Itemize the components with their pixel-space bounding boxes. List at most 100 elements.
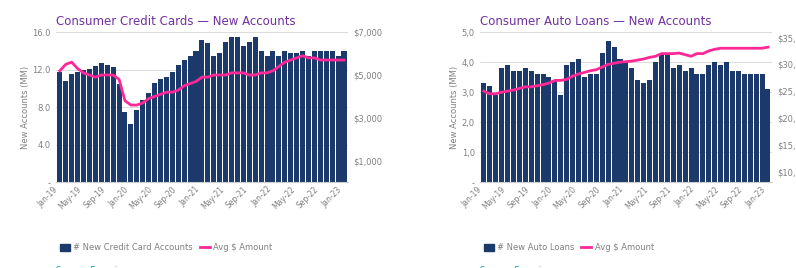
Bar bbox=[487, 86, 492, 182]
Bar bbox=[677, 65, 681, 182]
Bar bbox=[546, 77, 552, 182]
Bar bbox=[235, 37, 240, 182]
Bar bbox=[146, 93, 151, 182]
Bar bbox=[665, 53, 670, 182]
Text: Consumer Credit Cards — New Accounts: Consumer Credit Cards — New Accounts bbox=[56, 15, 295, 28]
Bar bbox=[558, 95, 564, 182]
Bar bbox=[181, 60, 187, 182]
Bar bbox=[271, 51, 275, 182]
Bar bbox=[135, 110, 139, 182]
Bar bbox=[259, 51, 263, 182]
Y-axis label: New Accounts (MM): New Accounts (MM) bbox=[450, 66, 458, 149]
Bar bbox=[494, 95, 498, 182]
Bar bbox=[736, 71, 741, 182]
Bar bbox=[75, 72, 80, 182]
Bar bbox=[87, 69, 92, 182]
Bar bbox=[200, 40, 205, 182]
Bar bbox=[529, 71, 534, 182]
Bar bbox=[176, 65, 181, 182]
Bar bbox=[517, 71, 522, 182]
Bar bbox=[111, 67, 115, 182]
Bar bbox=[81, 70, 86, 182]
Legend: # New Credit Card Accounts, Avg $ Amount: # New Credit Card Accounts, Avg $ Amount bbox=[60, 243, 272, 252]
Bar bbox=[223, 42, 228, 182]
Bar bbox=[152, 83, 157, 182]
Bar bbox=[599, 53, 605, 182]
Bar bbox=[671, 68, 676, 182]
Bar bbox=[730, 71, 735, 182]
Text: Source: Experian: Source: Experian bbox=[56, 266, 127, 268]
Bar bbox=[288, 53, 293, 182]
Bar bbox=[694, 74, 700, 182]
Bar bbox=[718, 65, 723, 182]
Bar bbox=[706, 65, 712, 182]
Bar bbox=[540, 74, 545, 182]
Bar bbox=[552, 80, 557, 182]
Bar bbox=[93, 66, 98, 182]
Bar bbox=[482, 83, 486, 182]
Bar bbox=[229, 37, 234, 182]
Bar bbox=[623, 62, 628, 182]
Bar bbox=[535, 74, 540, 182]
Y-axis label: New Accounts (MM): New Accounts (MM) bbox=[21, 66, 29, 149]
Bar bbox=[653, 62, 658, 182]
Bar bbox=[641, 83, 646, 182]
Bar bbox=[128, 124, 134, 182]
Bar bbox=[635, 80, 640, 182]
Bar bbox=[582, 77, 587, 182]
Bar bbox=[188, 56, 193, 182]
Bar bbox=[618, 59, 622, 182]
Bar bbox=[252, 37, 258, 182]
Bar bbox=[588, 74, 593, 182]
Bar bbox=[689, 68, 693, 182]
Bar bbox=[312, 51, 317, 182]
Bar bbox=[594, 74, 599, 182]
Bar bbox=[211, 56, 217, 182]
Bar bbox=[205, 43, 210, 182]
Bar bbox=[193, 51, 198, 182]
Bar bbox=[659, 53, 664, 182]
Bar bbox=[116, 84, 122, 182]
Bar bbox=[647, 80, 652, 182]
Bar bbox=[57, 72, 62, 182]
Bar bbox=[264, 56, 270, 182]
Text: Source: Experian: Source: Experian bbox=[480, 266, 552, 268]
Bar bbox=[123, 112, 127, 182]
Text: Consumer Auto Loans — New Accounts: Consumer Auto Loans — New Accounts bbox=[480, 15, 711, 28]
Bar bbox=[611, 47, 617, 182]
Bar bbox=[217, 53, 222, 182]
Bar bbox=[700, 74, 705, 182]
Bar bbox=[511, 71, 516, 182]
Bar bbox=[570, 62, 576, 182]
Bar bbox=[564, 65, 569, 182]
Bar bbox=[306, 56, 311, 182]
Bar bbox=[712, 62, 717, 182]
Bar bbox=[69, 75, 74, 182]
Bar bbox=[164, 77, 169, 182]
Bar bbox=[576, 59, 581, 182]
Bar bbox=[523, 68, 528, 182]
Bar bbox=[606, 41, 611, 182]
Bar bbox=[247, 42, 252, 182]
Bar bbox=[105, 65, 110, 182]
Bar bbox=[330, 51, 334, 182]
Bar bbox=[63, 81, 68, 182]
Bar bbox=[170, 72, 175, 182]
Bar bbox=[341, 51, 346, 182]
Bar bbox=[742, 74, 747, 182]
Bar bbox=[505, 65, 510, 182]
Bar bbox=[276, 56, 282, 182]
Bar bbox=[683, 71, 688, 182]
Bar bbox=[283, 51, 287, 182]
Bar bbox=[294, 53, 299, 182]
Bar bbox=[241, 46, 246, 182]
Bar bbox=[158, 79, 163, 182]
Bar bbox=[499, 68, 504, 182]
Bar bbox=[300, 51, 305, 182]
Bar bbox=[754, 74, 759, 182]
Bar bbox=[324, 51, 329, 182]
Bar bbox=[759, 74, 765, 182]
Bar bbox=[140, 100, 145, 182]
Bar bbox=[766, 89, 771, 182]
Bar bbox=[747, 74, 753, 182]
